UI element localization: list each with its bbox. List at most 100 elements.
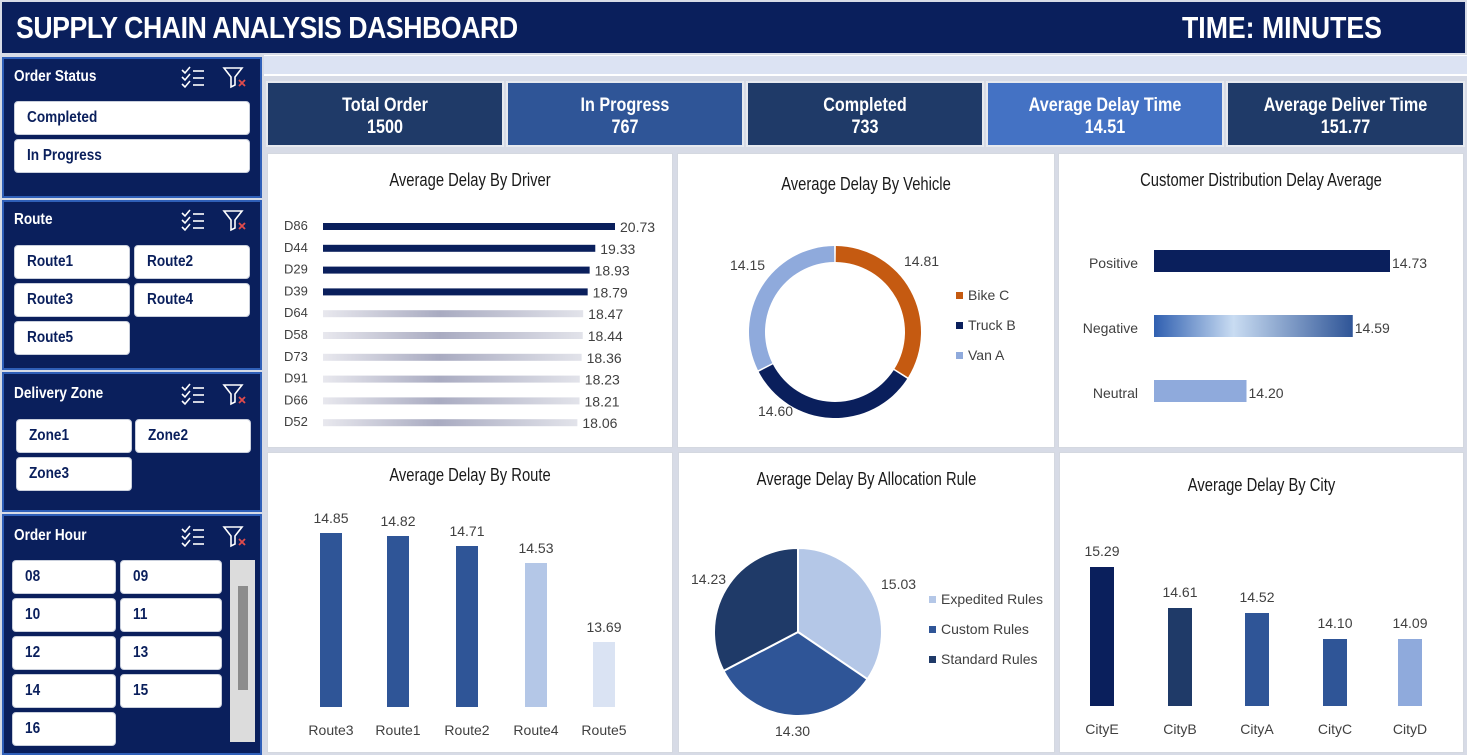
chart-title: Average Delay By Route [389,465,551,485]
allocation-pie-slice [797,546,883,681]
panel-delay-by-driver: Average Delay By Driver D86 20.73 D44 19.33… [267,153,673,448]
customer-value-label: 14.73 [1392,255,1427,271]
route-bar [387,536,409,707]
slicer-item-route1[interactable]: Route1 [14,245,130,279]
vehicle-value-label: 14.15 [730,257,765,273]
kpi-total-order: Total Order 1500 [266,81,504,147]
multi-select-icon[interactable] [180,65,206,89]
driver-bar [323,397,580,405]
driver-value-label: 18.44 [588,328,623,344]
route-value-label: 13.69 [586,619,621,635]
slicer-item-zone2[interactable]: Zone2 [135,419,251,453]
slicer-item-hour-11[interactable]: 11 [120,598,222,632]
slicer-item-hour-12[interactable]: 12 [12,636,116,670]
customer-bar-chart: Positive 14.73 Negative 14.59 Neutral 14.20 [1083,250,1427,402]
vehicle-donut-chart: 14.81 14.60 14.15 Bike C Truck B Van A [730,246,1016,419]
kpi-label: Average Delay Time [1028,95,1182,116]
kpi-label: Average Deliver Time [1263,95,1428,116]
driver-bar [323,375,580,383]
customer-bar [1154,315,1353,337]
scrollbar-thumb[interactable] [238,586,248,690]
slicer-scrollbar[interactable] [230,560,255,742]
slicer-item-hour-08[interactable]: 08 [12,560,116,594]
legend-swatch [929,656,936,663]
driver-bar-chart: D86 20.73 D44 19.33 D29 18.93 D39 18.79 D64 18.47… [284,218,655,431]
clear-filter-icon[interactable] [222,208,248,232]
kpi-average-deliver-time: Average Deliver Time 151.77 [1226,81,1465,147]
slicer-title: Order Hour [14,527,87,544]
customer-value-label: 14.59 [1355,320,1390,336]
driver-bar [323,332,583,339]
allocation-value-label: 14.30 [775,723,810,739]
slicer-title: Route [14,211,53,228]
clear-filter-icon[interactable] [222,382,248,406]
slicer-item-zone1[interactable]: Zone1 [16,419,132,453]
city-value-label: 15.29 [1084,543,1119,559]
multi-select-icon[interactable] [180,382,206,406]
slicer-item-route2[interactable]: Route2 [134,245,250,279]
slicer-item-hour-10[interactable]: 10 [12,598,116,632]
kpi-value: 151.77 [1320,117,1371,138]
driver-bar [323,419,578,427]
slicer-item-hour-13[interactable]: 13 [120,636,222,670]
slicer-item-route5[interactable]: Route5 [14,321,130,355]
slicer-item-hour-15[interactable]: 15 [120,674,222,708]
city-bar [1245,613,1269,706]
route-category-label: Route4 [513,722,558,738]
kpi-completed: Completed 733 [746,81,984,147]
driver-value-label: 18.21 [585,393,620,409]
slicer-item-zone3[interactable]: Zone3 [16,457,132,491]
city-value-label: 14.09 [1392,615,1427,631]
driver-value-label: 18.06 [582,415,617,431]
city-bar [1168,608,1192,706]
dashboard-title: SUPPLY CHAIN ANALYSIS DASHBOARD [16,10,518,45]
multi-select-icon[interactable] [180,208,206,232]
driver-value-label: 18.47 [588,306,623,322]
city-category-label: CityA [1240,721,1274,737]
customer-bar [1154,380,1247,402]
driver-bar [323,223,615,230]
legend-label: Truck B [968,317,1016,333]
driver-value-label: 18.79 [593,284,628,300]
slicer-item-in-progress[interactable]: In Progress [14,139,250,173]
slicer-item-route4[interactable]: Route4 [134,283,250,317]
header-strip [264,56,1467,74]
slicer-route: Route Route1 Route2 Route3 Route4 Route5 [2,200,262,370]
panel-delay-by-city: Average Delay By City 15.29 CityE 14.61 Cit… [1059,452,1464,753]
city-category-label: CityE [1085,721,1118,737]
slicer-item-completed[interactable]: Completed [14,101,250,135]
legend-label: Custom Rules [941,621,1029,637]
route-category-label: Route5 [581,722,626,738]
legend-swatch [956,322,963,329]
driver-label: D73 [284,349,308,364]
clear-filter-icon[interactable] [222,65,248,89]
route-bar [456,546,478,707]
driver-value-label: 18.23 [585,372,620,388]
driver-label: D58 [284,327,308,342]
driver-label: D29 [284,262,308,277]
kpi-row: Total Order 1500 In Progress 767 Complet… [264,76,1467,150]
driver-value-label: 20.73 [620,219,655,235]
slicer-title: Delivery Zone [14,385,104,402]
slicer-item-hour-09[interactable]: 09 [120,560,222,594]
chart-title: Average Delay By Allocation Rule [756,469,977,489]
customer-category-label: Neutral [1093,385,1138,401]
allocation-pie-slice [713,546,799,673]
kpi-value: 14.51 [1084,117,1126,138]
legend-swatch [956,292,963,299]
driver-label: D66 [284,392,308,407]
vehicle-value-label: 14.60 [758,403,793,419]
legend-swatch [929,596,936,603]
multi-select-icon[interactable] [180,524,206,548]
allocation-value-label: 14.23 [691,571,726,587]
kpi-in-progress: In Progress 767 [506,81,744,147]
driver-label: D64 [284,305,308,320]
slicer-item-hour-16[interactable]: 16 [12,712,116,746]
slicer-item-route3[interactable]: Route3 [14,283,130,317]
slicer-item-hour-14[interactable]: 14 [12,674,116,708]
allocation-pie-chart: 15.03 14.30 14.23 Expedited Rules Custom Rul… [691,546,1043,739]
city-value-label: 14.52 [1239,589,1274,605]
route-category-label: Route2 [444,722,489,738]
clear-filter-icon[interactable] [222,524,248,548]
kpi-label: Completed [823,95,907,116]
